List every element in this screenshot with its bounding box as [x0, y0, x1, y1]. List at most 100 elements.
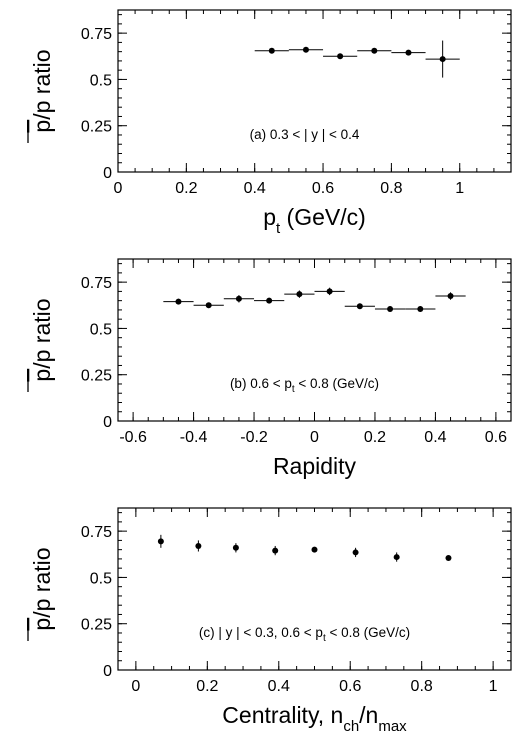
- data-point: [391, 49, 426, 56]
- data-marker: [387, 305, 394, 312]
- panel-annotation: (c) | y | < 0.3, 0.6 < pt < 0.8 (GeV/c): [199, 625, 410, 644]
- y-axis-label-rest: /p ratio: [29, 298, 55, 368]
- x-tick-label: 0: [310, 429, 319, 446]
- antiproton-symbol: p: [29, 120, 55, 133]
- y-axis-label-rest: /p ratio: [29, 49, 55, 119]
- panel-annotation: (b) 0.6 < pt < 0.8 (GeV/c): [230, 376, 379, 395]
- x-tick-label: 0.2: [175, 180, 197, 197]
- data-point: [352, 547, 359, 558]
- antiproton-symbol: p: [29, 369, 55, 382]
- antiproton-symbol: p: [29, 618, 55, 631]
- data-marker: [195, 542, 202, 549]
- data-marker: [311, 546, 318, 553]
- x-tick-label: -0.6: [119, 429, 147, 446]
- data-marker: [371, 47, 378, 54]
- data-marker: [337, 53, 344, 60]
- y-tick-label: 0.75: [81, 275, 112, 292]
- data-point: [288, 46, 324, 53]
- data-point: [254, 297, 285, 304]
- data-marker: [356, 303, 363, 310]
- x-tick-label: 0.8: [380, 180, 402, 197]
- x-tick-label: -0.2: [240, 429, 268, 446]
- data-marker: [405, 49, 412, 56]
- data-marker: [175, 298, 182, 305]
- data-point: [163, 298, 194, 305]
- plot-frame: [117, 9, 512, 173]
- y-tick-label: 0.25: [81, 368, 112, 385]
- data-marker: [205, 302, 212, 309]
- y-tick-label: 0.5: [90, 72, 112, 89]
- data-marker: [266, 297, 273, 304]
- x-tick-label: 1: [489, 678, 498, 695]
- y-tick-label: 0.75: [81, 524, 112, 541]
- data-marker: [445, 554, 452, 561]
- x-tick-label: 0.4: [244, 180, 266, 197]
- data-point: [405, 305, 436, 312]
- chart-panel-3: 0 0.25 0.5 0.75 0 0.2 0.4 0.6 0.8 1 p/p ratio Centr…: [27, 507, 512, 735]
- data-point: [232, 543, 239, 553]
- x-tick-label: 0.4: [424, 429, 446, 446]
- x-axis-label: Rapidity: [273, 453, 357, 479]
- y-axis-label-rest: /p ratio: [29, 547, 55, 617]
- y-axis-label: p/p ratio: [29, 49, 55, 132]
- y-tick-label: 0: [103, 414, 112, 431]
- x-axis-label: Centrality, nch/nmax: [222, 702, 407, 735]
- x-tick-label: -0.4: [180, 429, 208, 446]
- data-point: [195, 540, 202, 552]
- y-tick-label: 0.75: [81, 26, 112, 43]
- data-marker: [393, 554, 400, 561]
- data-marker: [157, 538, 164, 545]
- y-tick-label: 0.5: [90, 321, 112, 338]
- x-tick-label: 0: [114, 180, 123, 197]
- panel-annotation: (a) 0.3 < | y | < 0.4: [250, 127, 360, 142]
- data-marker: [268, 47, 275, 54]
- data-point: [425, 40, 460, 78]
- data-marker: [302, 46, 309, 53]
- x-tick-label: 0.6: [339, 678, 361, 695]
- data-point: [435, 292, 466, 300]
- data-point: [393, 552, 400, 562]
- y-tick-label: 0.5: [90, 570, 112, 587]
- x-tick-label: 0.6: [485, 429, 507, 446]
- x-tick-label: 0.2: [196, 678, 218, 695]
- x-axis-label: pt (GeV/c): [263, 204, 366, 237]
- x-tick-label: 0: [131, 678, 140, 695]
- y-axis-label: p/p ratio: [29, 298, 55, 381]
- y-axis-label: p/p ratio: [29, 547, 55, 630]
- x-tick-label: 0.2: [364, 429, 386, 446]
- data-marker: [352, 549, 359, 556]
- data-marker: [417, 305, 424, 312]
- data-point: [311, 546, 318, 553]
- plot-frame: [117, 258, 512, 422]
- y-tick-label: 0.25: [81, 617, 112, 634]
- data-point: [323, 53, 358, 60]
- chart-panel-2: 0 0.25 0.5 0.75 -0.6 -0.4 -0.2 0 0.2 0.4 0.6 p/p ra…: [27, 258, 512, 479]
- data-marker: [326, 288, 333, 295]
- data-point: [357, 47, 392, 54]
- data-point: [193, 302, 224, 309]
- data-marker: [439, 56, 446, 63]
- data-marker: [272, 547, 279, 554]
- data-point: [284, 290, 315, 298]
- data-marker: [296, 291, 303, 298]
- data-point: [445, 554, 452, 561]
- data-point: [314, 287, 345, 296]
- chart-panel-1: 0 0.25 0.5 0.75 0 0.2 0.4 0.6 0.8 1 p/p ratio pt (G…: [27, 9, 512, 237]
- data-point: [344, 303, 375, 310]
- plot-frame: [117, 507, 512, 671]
- x-tick-label: 0.8: [411, 678, 433, 695]
- x-tick-label: 0.4: [268, 678, 290, 695]
- data-marker: [235, 295, 242, 302]
- data-point: [254, 47, 289, 54]
- data-marker: [232, 544, 239, 551]
- y-tick-label: 0: [103, 165, 112, 182]
- data-marker: [447, 293, 454, 300]
- y-tick-label: 0.25: [81, 119, 112, 136]
- data-point: [374, 305, 406, 312]
- y-tick-label: 0: [103, 663, 112, 680]
- data-point: [272, 545, 279, 556]
- data-point: [157, 534, 164, 548]
- x-tick-label: 0.6: [312, 180, 334, 197]
- x-tick-label: 1: [455, 180, 464, 197]
